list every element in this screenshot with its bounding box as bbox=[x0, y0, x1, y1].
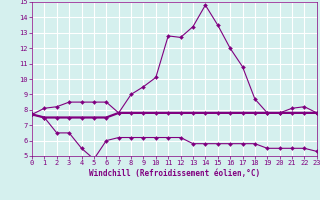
X-axis label: Windchill (Refroidissement éolien,°C): Windchill (Refroidissement éolien,°C) bbox=[89, 169, 260, 178]
